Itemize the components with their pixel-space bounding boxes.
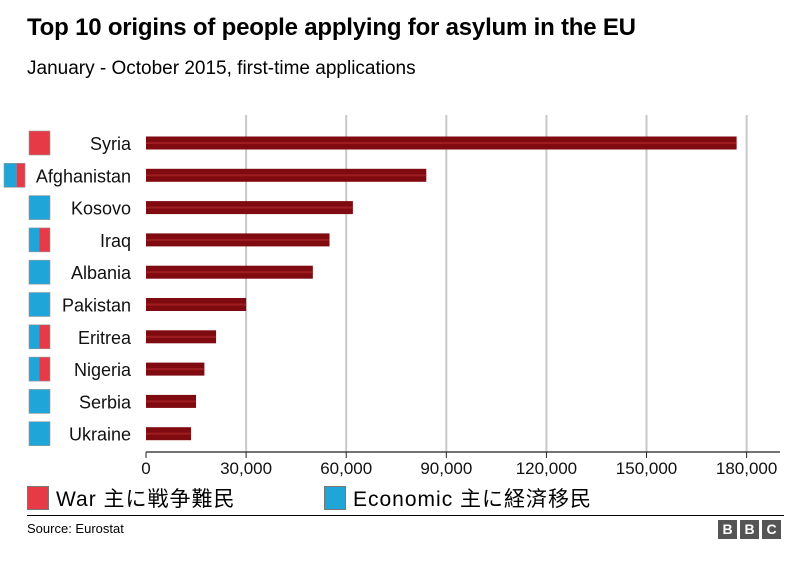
category-label: Albania	[71, 263, 132, 283]
bar-sheen	[146, 400, 197, 403]
category-label: Serbia	[79, 392, 132, 412]
migrant-type-economic-indicator	[29, 324, 40, 349]
category-label: Pakistan	[62, 296, 131, 316]
migrant-type-economic-indicator	[29, 389, 50, 414]
migrant-type-war-indicator	[39, 227, 50, 252]
bar-sheen	[146, 368, 205, 371]
bbc-logo-letter: B	[740, 520, 759, 539]
x-tick-label: 120,000	[516, 459, 577, 478]
x-tick-label: 90,000	[420, 459, 472, 478]
category-label: Afghanistan	[36, 166, 131, 186]
migrant-type-indicator-border	[28, 324, 51, 350]
bar-sheen	[146, 303, 247, 306]
legend-economic-label: Economic 主に経済移民	[353, 488, 593, 511]
migrant-type-economic-indicator	[29, 421, 50, 446]
x-tick-label: 0	[141, 459, 150, 478]
bar-sheen	[146, 174, 427, 177]
migrant-type-indicator-border	[28, 227, 51, 253]
bar-sheen	[146, 432, 192, 435]
legend-war-swatch	[27, 486, 49, 510]
source-note: Source: Eurostat	[27, 521, 124, 536]
migrant-type-economic-indicator	[29, 195, 50, 220]
category-label: Eritrea	[78, 328, 132, 348]
x-tick-label: 150,000	[616, 459, 677, 478]
migrant-type-indicator-border	[28, 130, 51, 156]
bbc-logo: B B C	[718, 520, 781, 539]
legend-war: War 主に戦争難民	[27, 483, 236, 513]
x-tick-label: 180,000	[716, 459, 777, 478]
x-tick-label: 30,000	[220, 459, 272, 478]
migrant-type-economic-indicator	[29, 357, 40, 382]
bbc-logo-letter: C	[762, 520, 781, 539]
chart-subtitle: January - October 2015, first-time appli…	[27, 58, 416, 79]
bar-chart: Syria Afghanistan Kosovo Iraq Albania Pakista…	[3, 115, 780, 478]
migrant-type-war-indicator	[39, 324, 50, 349]
legend-economic: Economic 主に経済移民	[324, 483, 592, 513]
legend-economic-swatch	[324, 486, 346, 510]
bar-sheen	[146, 238, 330, 241]
migrant-type-economic-indicator	[29, 292, 50, 317]
migrant-type-indicator-border	[28, 421, 51, 447]
x-tick-label: 60,000	[320, 459, 372, 478]
migrant-type-war-indicator	[29, 131, 50, 155]
migrant-type-indicator-border	[28, 259, 51, 285]
bar-sheen	[146, 142, 737, 144]
migrant-type-economic-indicator	[29, 227, 40, 252]
migrant-type-indicator-border	[3, 163, 26, 188]
migrant-type-economic-indicator	[29, 260, 50, 285]
chart-title: Top 10 origins of people applying for as…	[27, 14, 636, 41]
migrant-type-indicator-border	[28, 195, 51, 220]
bbc-logo-letter: B	[718, 520, 737, 539]
bar-sheen	[146, 206, 353, 209]
migrant-type-indicator-border	[28, 356, 51, 382]
category-label: Syria	[90, 134, 132, 154]
category-label: Nigeria	[74, 360, 132, 380]
migrant-type-war-indicator	[16, 163, 25, 188]
bar-sheen	[146, 335, 217, 338]
migrant-type-indicator-border	[28, 292, 51, 317]
source-divider	[27, 515, 784, 516]
bar-sheen	[146, 271, 313, 274]
category-label: Kosovo	[71, 199, 131, 219]
legend-war-label: War 主に戦争難民	[56, 488, 236, 511]
migrant-type-economic-indicator	[4, 163, 17, 188]
category-label: Iraq	[100, 231, 131, 251]
migrant-type-war-indicator	[39, 357, 50, 382]
category-label: Ukraine	[69, 425, 131, 445]
migrant-type-indicator-border	[28, 389, 51, 414]
